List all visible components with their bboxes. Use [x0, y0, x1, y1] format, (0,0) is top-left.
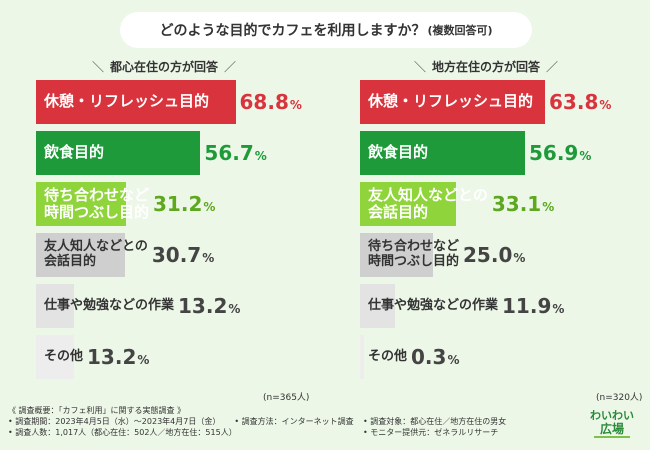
chart-title: どのような目的でカフェを利用しますか？ (複数回答可) [120, 12, 532, 48]
bar-row: 友人知人などとの 会話目的 33.1% [360, 182, 650, 226]
bar-value-number: 56.7 [204, 141, 254, 165]
n-label-right: (n=320人) [596, 393, 643, 403]
bar-value-label: 31.2% [153, 182, 215, 226]
bar-value-number: 31.2 [153, 192, 203, 216]
n-label-left: (n=365人) [263, 393, 310, 403]
bar-row: その他 13.2% [36, 335, 336, 379]
bar-category-label: 飲食目的 [368, 143, 429, 162]
footer-right2: • モニター提供元：ゼネラルリサーチ [363, 428, 499, 437]
logo-text-1: わいわい [590, 409, 634, 422]
bar-row: 飲食目的 56.9% [360, 131, 650, 175]
bar-category-label: 待ち合わせなど 時間つぶし目的 [44, 185, 150, 221]
bar-value-label: 13.2% [178, 284, 240, 328]
bar-value-label: 56.7% [204, 131, 266, 175]
panel-title-right: ＼ 地方在住の方が回答／ [414, 60, 559, 74]
bar-category-label: 休憩・リフレッシュ目的 [44, 92, 210, 111]
bar-value-percent: % [228, 302, 241, 316]
bar-value-percent: % [552, 302, 565, 316]
footer-line1: 《 調査概要：「カフェ利用」に関する実態調査 》 [8, 406, 186, 415]
bar [36, 131, 201, 175]
bar-value-percent: % [202, 251, 215, 265]
bar-value-number: 33.1 [491, 192, 542, 216]
bar-category-label: その他 [368, 348, 408, 364]
bar-category-label: 仕事や勉強などの作業 [44, 297, 175, 313]
bar [36, 80, 236, 124]
bar [360, 284, 395, 328]
footer-line2b: • 調査方法：インターネット調査 [234, 417, 354, 426]
bar-value-label: 30.7% [152, 233, 214, 277]
bar-value-label: 0.3% [411, 335, 459, 379]
chart-title-sub: (複数回答可) [427, 24, 493, 37]
bar-value-number: 63.8 [549, 90, 599, 114]
bar-value-number: 13.2 [87, 345, 137, 369]
panel-title-right-text: 地方在住の方が回答 [432, 60, 541, 74]
bar [360, 233, 433, 277]
panel-title-left-text: 都心在住の方が回答 [110, 60, 219, 74]
survey-footer-right: • 調査対象：都心在住／地方在住の男女 • モニター提供元：ゼネラルリサーチ [363, 416, 506, 438]
bar-category-label: 待ち合わせなど 時間つぶし目的 [368, 239, 460, 269]
chart-right: 休憩・リフレッシュ目的 63.8% 飲食目的 56.9% 友人知人などとの 会話目的 33.… [360, 80, 650, 390]
bar-value-label: 56.9% [529, 131, 591, 175]
bar-category-label: その他 [44, 348, 84, 364]
bar-value-percent: % [203, 200, 216, 214]
chart-title-main: どのような目的でカフェを利用しますか？ [159, 23, 426, 39]
bar-value-number: 56.9 [529, 141, 579, 165]
bar [360, 335, 364, 379]
bar-value-label: 63.8% [549, 80, 611, 124]
survey-footer: 《 調査概要：「カフェ利用」に関する実態調査 》 • 調査期間：2023年4月5… [8, 405, 354, 438]
bar [36, 335, 75, 379]
footer-right1: • 調査対象：都心在住／地方在住の男女 [363, 417, 507, 426]
chart-left: 休憩・リフレッシュ目的 68.8% 飲食目的 56.7% 待ち合わせなど 時間つぶし目的 3… [36, 80, 336, 390]
bar [360, 131, 525, 175]
logo-icon: わいわい 広場 [590, 409, 634, 438]
bar-value-percent: % [447, 353, 460, 367]
bar [360, 182, 456, 226]
bar-row: 休憩・リフレッシュ目的 63.8% [360, 80, 650, 124]
panel-title-left: ＼ 都心在住の方が回答／ [92, 60, 237, 74]
bar-value-number: 30.7 [151, 243, 202, 267]
bar [360, 80, 546, 124]
bar-value-label: 68.8% [240, 80, 302, 124]
bar-value-percent: % [289, 98, 302, 112]
bar-value-number: 11.9 [502, 294, 552, 318]
bar-value-percent: % [542, 200, 555, 214]
bar-category-label: 休憩・リフレッシュ目的 [368, 92, 534, 111]
bar-value-number: 13.2 [178, 294, 228, 318]
bar [36, 284, 75, 328]
bar-value-number: 0.3 [411, 345, 447, 369]
bar-row: 飲食目的 56.7% [36, 131, 336, 175]
bar-row: 友人知人などとの 会話目的 30.7% [36, 233, 336, 277]
bar-value-percent: % [579, 149, 592, 163]
bar-value-percent: % [513, 251, 526, 265]
bar-category-label: 友人知人などとの 会話目的 [368, 185, 488, 221]
bar [36, 233, 126, 277]
bar-row: 待ち合わせなど 時間つぶし目的 25.0% [360, 233, 650, 277]
bar-value-number: 25.0 [463, 243, 513, 267]
bar-category-label: 友人知人などとの 会話目的 [44, 239, 148, 269]
bar-value-label: 25.0% [463, 233, 525, 277]
bar-value-percent: % [137, 353, 150, 367]
footer-line2: • 調査期間：2023年4月5日（水）～2023年4月7日（金） [8, 417, 221, 426]
bar-row: 待ち合わせなど 時間つぶし目的 31.2% [36, 182, 336, 226]
bar-value-label: 11.9% [502, 284, 564, 328]
bar-value-label: 33.1% [492, 182, 554, 226]
bar-category-label: 飲食目的 [44, 143, 105, 162]
bar-row: 休憩・リフレッシュ目的 68.8% [36, 80, 336, 124]
bar-row: 仕事や勉強などの作業 13.2% [36, 284, 336, 328]
bar-row: その他 0.3% [360, 335, 650, 379]
logo-text-2: 広場 [600, 421, 624, 436]
bar [36, 182, 127, 226]
footer-line3: • 調査人数：1,017人（都心在住：502人／地方在住：515人） [8, 428, 237, 437]
bar-row: 仕事や勉強などの作業 11.9% [360, 284, 650, 328]
bar-value-number: 68.8 [239, 90, 289, 114]
bar-value-label: 13.2% [87, 335, 149, 379]
bar-value-percent: % [599, 98, 612, 112]
bar-category-label: 仕事や勉強などの作業 [368, 297, 499, 313]
bar-value-percent: % [254, 149, 267, 163]
